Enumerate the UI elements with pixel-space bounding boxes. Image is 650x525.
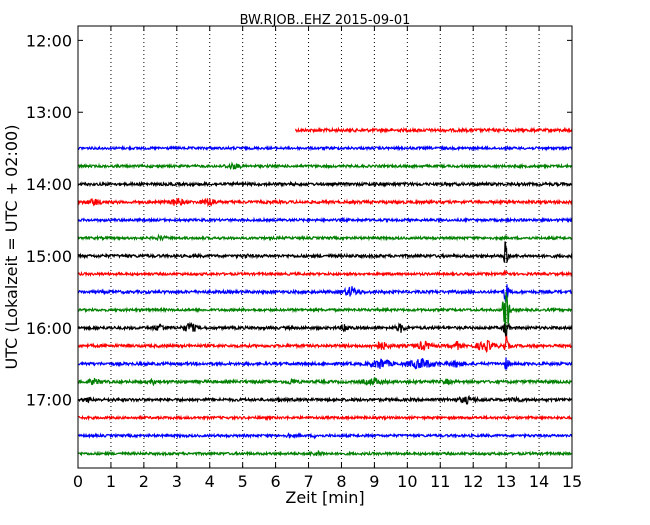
x-tick-label-8: 8 <box>336 472 346 491</box>
trace-1 <box>77 144 573 152</box>
trace-0 <box>294 126 573 134</box>
trace-10 <box>77 291 573 334</box>
trace-8 <box>77 269 573 278</box>
x-tick-label-1: 1 <box>106 472 116 491</box>
x-tick-label-6: 6 <box>271 472 281 491</box>
x-tick-label-9: 9 <box>369 472 379 491</box>
trace-4 <box>77 197 573 208</box>
trace-7 <box>77 241 573 263</box>
x-axis-ticks: 0 1 2 3 4 5 6 7 8 9 10 11 12 13 14 15 <box>73 26 582 491</box>
trace-18 <box>77 450 573 458</box>
y-axis-ticks: 12:00 13:00 14:00 15:00 16:00 17:00 <box>26 31 572 410</box>
trace-11 <box>77 321 573 338</box>
x-tick-label-7: 7 <box>303 472 313 491</box>
trace-2 <box>77 161 573 170</box>
grid-lines <box>110 26 540 468</box>
x-axis-label: Zeit [min] <box>285 488 364 507</box>
x-tick-label-10: 10 <box>397 472 417 491</box>
trace-14 <box>77 377 573 387</box>
x-tick-label-15: 15 <box>562 472 582 491</box>
y-tick-label-1: 13:00 <box>26 103 72 122</box>
trace-13 <box>77 357 573 370</box>
x-tick-label-0: 0 <box>73 472 83 491</box>
trace-15 <box>77 394 573 405</box>
x-tick-label-4: 4 <box>205 472 215 491</box>
trace-12 <box>77 335 573 353</box>
trace-3 <box>77 180 573 188</box>
y-tick-label-3: 15:00 <box>26 247 72 266</box>
trace-6 <box>77 233 573 242</box>
y-tick-label-0: 12:00 <box>26 31 72 50</box>
trace-9 <box>77 284 573 302</box>
plot-frame <box>77 25 573 469</box>
trace-5 <box>77 216 573 224</box>
x-tick-label-3: 3 <box>172 472 182 491</box>
y-tick-label-4: 16:00 <box>26 319 72 338</box>
x-tick-label-11: 11 <box>430 472 450 491</box>
chart-title: BW.RJOB..EHZ 2015-09-01 <box>240 13 411 28</box>
y-axis-label: UTC (Lokalzeit = UTC + 02:00) <box>2 125 21 370</box>
x-tick-label-12: 12 <box>463 472 483 491</box>
trace-17 <box>77 432 573 440</box>
traces <box>77 126 573 458</box>
x-tick-label-13: 13 <box>496 472 516 491</box>
trace-16 <box>77 414 573 422</box>
y-tick-label-2: 14:00 <box>26 175 72 194</box>
x-tick-label-2: 2 <box>139 472 149 491</box>
y-tick-label-5: 17:00 <box>26 391 72 410</box>
x-tick-label-5: 5 <box>238 472 248 491</box>
x-tick-label-14: 14 <box>529 472 549 491</box>
